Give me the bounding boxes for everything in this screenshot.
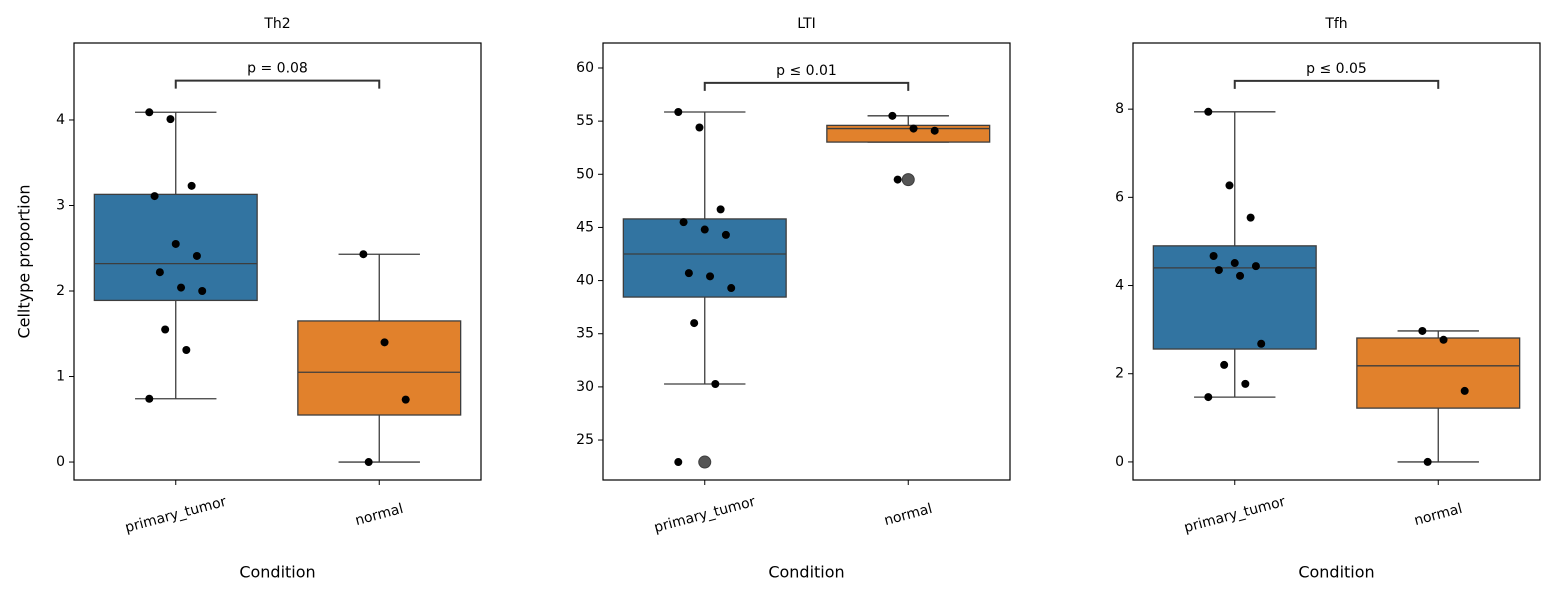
- point: [706, 272, 715, 281]
- y-tick-label: 2: [56, 283, 65, 299]
- y-tick-label: 3: [56, 197, 65, 213]
- point: [155, 268, 164, 277]
- point: [716, 205, 725, 214]
- panel-title: LTI: [797, 16, 816, 32]
- x-tick-label: primary_tumor: [123, 494, 228, 536]
- point: [1204, 393, 1213, 402]
- point: [695, 123, 704, 132]
- point: [192, 251, 201, 260]
- point: [1418, 326, 1427, 335]
- x-tick-label: primary_tumor: [652, 494, 757, 536]
- point: [888, 111, 897, 120]
- point: [145, 394, 154, 403]
- y-tick-label: 6: [1115, 189, 1124, 205]
- x-tick-label: normal: [353, 501, 405, 529]
- significance-bracket: [703, 81, 910, 91]
- point: [187, 181, 196, 190]
- panel: LTI Condition 25 30 35 40 45 50 55 60 primary_tumo…: [576, 16, 1011, 582]
- point: [721, 230, 730, 239]
- panel-title: Th2: [263, 16, 290, 32]
- point: [1220, 360, 1229, 369]
- y-axis-label: Celltype proportion: [15, 184, 34, 338]
- point: [674, 458, 683, 467]
- point: [674, 107, 683, 116]
- point: [166, 115, 175, 124]
- y-tick-label: 55: [576, 113, 594, 129]
- significance-bracket: [1233, 79, 1440, 89]
- p-value: p = 0.08: [247, 61, 308, 77]
- point: [161, 325, 170, 334]
- panel: Th2 Condition Celltype proportion 0 1 2 3 4 prim…: [15, 16, 482, 582]
- point: [1439, 335, 1448, 344]
- point: [177, 283, 186, 292]
- y-tick-label: 1: [56, 369, 65, 385]
- point: [1236, 271, 1245, 280]
- point: [909, 124, 918, 133]
- box: [826, 124, 991, 143]
- point: [711, 380, 720, 389]
- flier: [698, 455, 712, 469]
- point: [727, 284, 736, 293]
- x-tick-label: normal: [882, 501, 934, 529]
- point: [1209, 251, 1218, 260]
- point: [1423, 457, 1432, 466]
- y-tick-label: 2: [1115, 366, 1124, 382]
- y-tick-label: 30: [576, 379, 594, 395]
- box: [1356, 337, 1521, 409]
- y-tick-label: 40: [576, 273, 594, 289]
- point: [171, 239, 180, 248]
- significance-bracket: [174, 79, 381, 89]
- point: [359, 250, 368, 259]
- x-axis-label: Condition: [768, 563, 844, 582]
- point: [182, 346, 191, 355]
- point: [690, 319, 699, 328]
- y-tick-label: 4: [1115, 278, 1124, 294]
- point: [1230, 259, 1239, 268]
- point: [700, 225, 709, 234]
- point: [1246, 213, 1255, 222]
- y-tick-label: 0: [1115, 454, 1124, 470]
- x-axis-label: Condition: [1298, 563, 1374, 582]
- point: [380, 338, 389, 347]
- point: [893, 175, 902, 184]
- point: [679, 218, 688, 227]
- point: [1241, 379, 1250, 388]
- axes-frame: [1132, 42, 1541, 481]
- point: [1257, 339, 1266, 348]
- point: [1460, 386, 1469, 395]
- point: [401, 395, 410, 404]
- flier: [901, 173, 915, 187]
- y-tick-label: 45: [576, 219, 594, 235]
- y-tick-label: 35: [576, 326, 594, 342]
- x-tick-label: primary_tumor: [1182, 494, 1287, 536]
- y-tick-label: 25: [576, 432, 594, 448]
- point: [150, 192, 159, 201]
- point: [1225, 181, 1234, 190]
- axes-frame: [73, 42, 482, 481]
- y-tick-label: 60: [576, 60, 594, 76]
- y-tick-label: 0: [56, 454, 65, 470]
- point: [1214, 266, 1223, 275]
- x-axis-label: Condition: [239, 563, 315, 582]
- x-tick-label: normal: [1412, 501, 1464, 529]
- point: [145, 108, 154, 117]
- y-tick-label: 8: [1115, 101, 1124, 117]
- panel-title: Tfh: [1324, 16, 1347, 32]
- axes-frame: [602, 42, 1011, 481]
- panel: Tfh Condition 0 2 4 6 8 primary_tumor normal p ≤ …: [1115, 16, 1541, 582]
- y-tick-label: 4: [56, 112, 65, 128]
- p-value: p ≤ 0.05: [1306, 61, 1367, 77]
- p-value: p ≤ 0.01: [776, 63, 837, 79]
- point: [198, 287, 207, 296]
- box: [297, 320, 462, 416]
- point: [1251, 262, 1260, 271]
- point: [930, 126, 939, 135]
- y-tick-label: 50: [576, 166, 594, 182]
- point: [1204, 107, 1213, 116]
- point: [684, 269, 693, 278]
- point: [364, 458, 373, 467]
